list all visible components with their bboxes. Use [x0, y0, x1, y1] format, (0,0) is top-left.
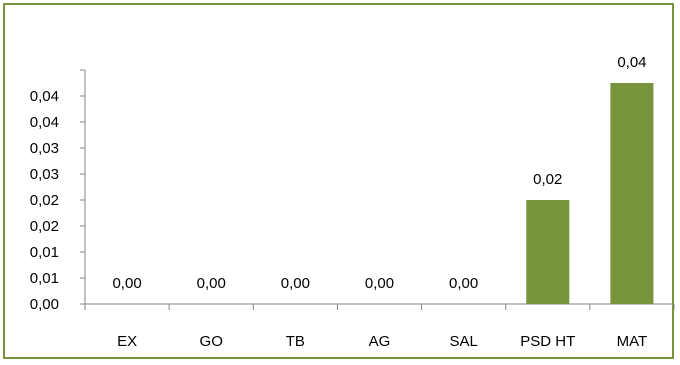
- y-tick-label: 0,02: [30, 218, 59, 235]
- data-label: 0,00: [449, 275, 478, 292]
- y-tick-label: 0,02: [30, 192, 59, 209]
- y-tick-label: 0,04: [30, 88, 59, 105]
- data-label: 0,04: [617, 54, 646, 71]
- x-category-label: TB: [286, 333, 305, 350]
- x-category-label: SAL: [449, 333, 477, 350]
- y-tick-label: 0,03: [30, 166, 59, 183]
- data-label: 0,00: [281, 275, 310, 292]
- x-category-label: AG: [369, 333, 391, 350]
- data-label: 0,02: [533, 171, 562, 188]
- bar: [610, 83, 654, 304]
- data-label: 0,00: [112, 275, 141, 292]
- bar: [526, 200, 570, 304]
- x-category-label: EX: [117, 333, 137, 350]
- y-tick-label: 0,01: [30, 244, 59, 261]
- x-category-label: PSD HT: [520, 333, 575, 350]
- y-tick-label: 0,01: [30, 270, 59, 287]
- data-label: 0,00: [365, 275, 394, 292]
- x-category-label: GO: [200, 333, 223, 350]
- y-tick-label: 0,04: [30, 114, 59, 131]
- data-label: 0,00: [197, 275, 226, 292]
- y-tick-label: 0,03: [30, 140, 59, 157]
- x-category-label: MAT: [617, 333, 648, 350]
- y-tick-label: 0,00: [30, 296, 59, 313]
